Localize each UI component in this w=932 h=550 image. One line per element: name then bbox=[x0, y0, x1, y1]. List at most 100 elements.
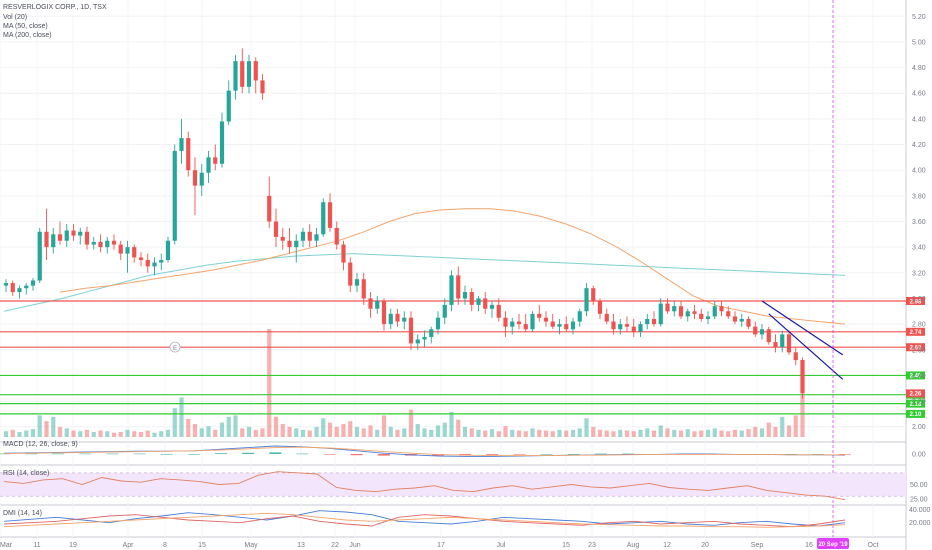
macd-legend: MACD (12, 26, close, 9) bbox=[3, 441, 78, 448]
volume-bar bbox=[348, 421, 353, 437]
candle-body bbox=[375, 301, 380, 309]
candle-body bbox=[348, 262, 353, 286]
candle-body bbox=[111, 240, 117, 245]
candle-body bbox=[361, 279, 366, 299]
time-tick-label: 12 bbox=[663, 542, 671, 549]
candle-body bbox=[91, 242, 96, 245]
volume-bar bbox=[253, 429, 258, 437]
channel-line bbox=[761, 300, 844, 356]
volume-bar bbox=[638, 429, 643, 437]
candle-body bbox=[672, 306, 677, 312]
volume-bar bbox=[503, 426, 508, 437]
candle-body bbox=[213, 157, 218, 164]
price-tick-label: 3.00 bbox=[912, 296, 926, 303]
volume-bar bbox=[773, 426, 778, 437]
candle-body bbox=[719, 306, 724, 312]
volume-bar bbox=[51, 416, 56, 437]
candle-body bbox=[516, 321, 522, 325]
candle-body bbox=[712, 306, 717, 317]
candle-body bbox=[624, 324, 630, 327]
candle-body bbox=[435, 317, 441, 330]
time-tick-label: Jul bbox=[497, 542, 506, 549]
macd-histogram-bar bbox=[839, 454, 851, 455]
rsi-line bbox=[3, 471, 846, 501]
macd-histogram-bar bbox=[621, 453, 634, 455]
volume-bar bbox=[759, 428, 765, 437]
candle-body bbox=[739, 318, 744, 322]
candle-body bbox=[705, 316, 711, 319]
volume-bar bbox=[165, 429, 171, 437]
price-tick-label: 2.60 bbox=[912, 347, 926, 354]
volume-bar bbox=[469, 428, 474, 437]
candle-body bbox=[199, 172, 204, 186]
candle-body bbox=[611, 321, 616, 330]
candle-body bbox=[10, 283, 15, 293]
candle-body bbox=[240, 61, 245, 87]
volume-bar bbox=[685, 429, 690, 437]
candle-body bbox=[604, 313, 609, 322]
candle-body bbox=[570, 321, 576, 330]
candle-body bbox=[753, 326, 758, 335]
candle-body bbox=[658, 303, 663, 325]
candle-body bbox=[732, 316, 738, 322]
earnings-marker-icon[interactable] bbox=[169, 341, 181, 353]
time-tick-label: 22 bbox=[331, 542, 339, 549]
volume-bar bbox=[658, 425, 663, 437]
rsi-band bbox=[0, 472, 906, 497]
macd-histogram-bar bbox=[215, 453, 228, 454]
volume-bar bbox=[476, 429, 481, 437]
resistance-level-badge bbox=[906, 343, 925, 352]
volume-bar bbox=[57, 426, 63, 437]
candle-body bbox=[429, 329, 434, 337]
candle-body bbox=[800, 360, 805, 394]
candle-body bbox=[503, 317, 508, 327]
volume-bar bbox=[125, 429, 130, 437]
candle-body bbox=[179, 138, 184, 151]
volume-bar bbox=[368, 425, 373, 437]
volume-bar bbox=[402, 428, 407, 437]
symbol-legend: RESVERLOGIX CORP., 1D, TSX bbox=[3, 4, 107, 11]
volume-bar bbox=[192, 424, 198, 437]
candle-body bbox=[408, 317, 414, 344]
volume-bar bbox=[442, 422, 447, 437]
candle-body bbox=[577, 311, 582, 322]
macd-histogram-bar bbox=[459, 454, 472, 456]
adx-line bbox=[3, 512, 846, 528]
macd-histogram-bar bbox=[187, 454, 200, 455]
price-tick-label: 3.80 bbox=[912, 193, 926, 200]
candle-body bbox=[530, 313, 535, 330]
candle-body bbox=[780, 334, 785, 348]
candle-body bbox=[246, 61, 252, 87]
macd-histogram-bar bbox=[106, 453, 119, 455]
candle-body bbox=[678, 306, 684, 317]
volume-bar bbox=[516, 430, 522, 437]
volume-bars bbox=[3, 329, 805, 437]
volume-bar bbox=[395, 429, 400, 437]
ma50-legend: MA (50, close) bbox=[3, 23, 48, 30]
volume-bar bbox=[577, 428, 582, 437]
volume-bar bbox=[118, 431, 123, 437]
volume-bar bbox=[307, 430, 312, 437]
volume-bar bbox=[800, 395, 805, 437]
macd-pane bbox=[0, 445, 851, 457]
macd-histogram-bar bbox=[160, 454, 173, 455]
macd-histogram-bar bbox=[269, 452, 282, 454]
volume-bar bbox=[361, 428, 366, 437]
candle-body bbox=[449, 275, 454, 305]
candle-body bbox=[172, 150, 177, 241]
dmi-pane bbox=[3, 510, 846, 528]
volume-bar bbox=[71, 430, 76, 437]
volume-bar bbox=[550, 431, 555, 437]
volume-bar bbox=[537, 429, 542, 437]
volume-bar bbox=[564, 430, 569, 437]
candle-body bbox=[152, 262, 157, 267]
volume-bar bbox=[186, 419, 191, 437]
rsi-tick-label: 50.00 bbox=[910, 482, 928, 489]
volume-bar bbox=[678, 430, 684, 437]
macd-signal-line bbox=[3, 446, 845, 457]
candle-body bbox=[321, 202, 326, 235]
volume-bar bbox=[267, 329, 272, 437]
candle-body bbox=[219, 121, 225, 164]
price-tick-label: 2.20 bbox=[912, 399, 926, 406]
